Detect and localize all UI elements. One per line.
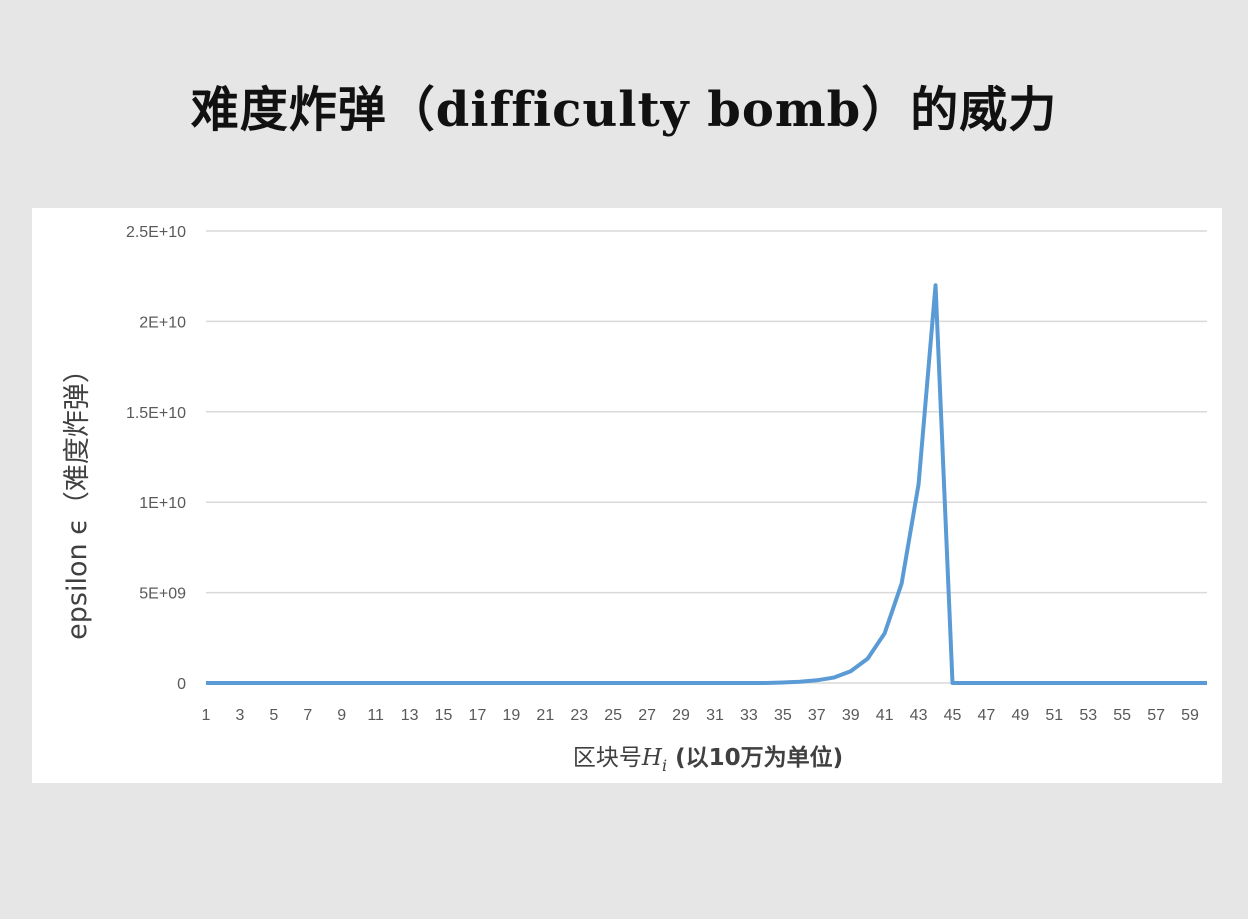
x-tick-label: 15 [435,707,453,724]
y-axis-ticks: 0 5E+09 1E+10 1.5E+10 2E+10 2.5E+10 [126,224,186,693]
gridlines [206,230,1207,684]
x-tick-label: 49 [1011,707,1029,724]
x-tick-label: 45 [944,707,962,724]
x-tick-label: 13 [401,707,419,724]
x-tick-label: 9 [337,707,346,724]
series-layer [206,283,1207,685]
x-tick-label: 27 [638,707,656,724]
x-tick-label: 43 [910,707,928,724]
x-tick-label: 1 [202,707,211,724]
x-axis-title-unit: (以10万为单位) [667,744,843,771]
x-tick-label: 3 [235,707,244,724]
series-line [206,283,1207,685]
x-tick-label: 51 [1045,707,1063,724]
slide-title: 难度炸弹（difficulty bomb）的威力 [190,82,1058,138]
x-tick-label: 41 [876,707,894,724]
y-tick-label: 2E+10 [139,314,186,331]
x-axis-title-main: 区块号 [573,745,642,771]
x-tick-label: 35 [774,707,792,724]
x-axis-title-var: H [641,745,663,771]
x-axis-ticks: 1 3 5 7 9 11 13 15 17 19 21 23 25 27 29 31 33 35 37 39 41 43 4… [202,707,1199,724]
x-tick-label: 37 [808,707,826,724]
x-axis-title: 区块号Hi (以10万为单位) [573,744,843,775]
x-tick-label: 29 [672,707,690,724]
x-tick-label: 33 [740,707,758,724]
x-tick-label: 47 [978,707,996,724]
x-tick-label: 21 [536,707,554,724]
x-tick-label: 57 [1147,707,1165,724]
y-tick-label: 2.5E+10 [126,224,186,241]
x-tick-label: 5 [269,707,278,724]
x-tick-label: 17 [469,707,487,724]
x-tick-label: 55 [1113,707,1131,724]
x-tick-label: 59 [1181,707,1199,724]
x-tick-label: 25 [604,707,622,724]
x-tick-label: 19 [502,707,520,724]
x-tick-label: 7 [303,707,312,724]
x-tick-label: 31 [706,707,724,724]
y-tick-label: 1E+10 [139,495,186,512]
x-tick-label: 23 [570,707,588,724]
x-tick-label: 39 [842,707,860,724]
x-tick-label: 11 [367,707,384,724]
y-tick-label: 5E+09 [139,586,186,603]
y-tick-label: 1.5E+10 [126,405,186,422]
chart-panel: 0 5E+09 1E+10 1.5E+10 2E+10 2.5E+10 1 3 5 7 9 11 13… [32,208,1222,783]
x-axis-title-sub: i [662,756,667,775]
y-axis-title: epsilon ϵ（难度炸弹） [62,356,93,640]
x-tick-label: 53 [1079,707,1097,724]
y-tick-label: 0 [177,676,186,693]
